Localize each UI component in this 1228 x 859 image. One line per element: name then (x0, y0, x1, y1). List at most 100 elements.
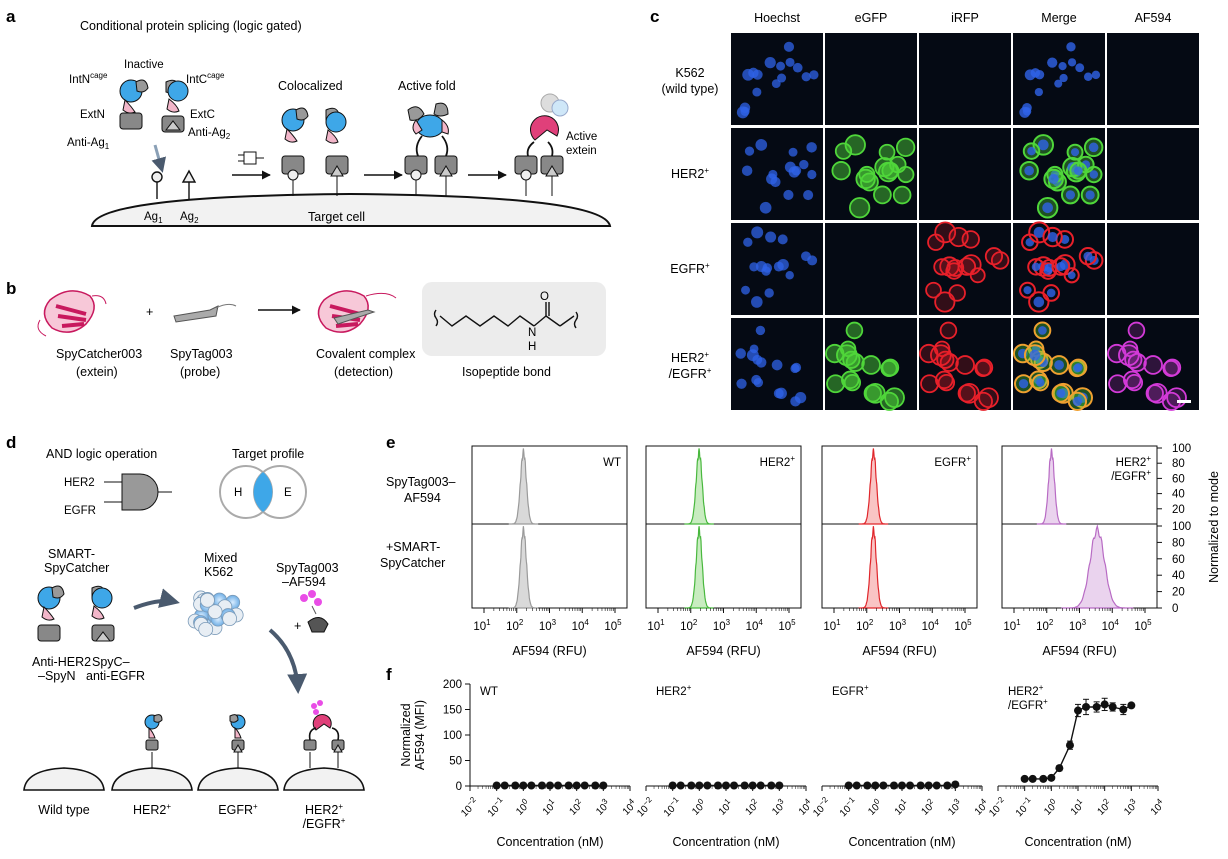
data-point (775, 781, 784, 790)
x-tick-label: 105 (954, 618, 972, 633)
data-point (492, 781, 501, 790)
x-tick-label: 101 (647, 618, 665, 633)
histogram-title-0-line1: WT (603, 457, 621, 469)
column-header-egfp: eGFP (855, 11, 888, 25)
histogram-title-1-line1: HER2+ (760, 454, 796, 469)
x-tick-label: 103 (889, 618, 907, 633)
micrograph-0-merge (1013, 33, 1105, 125)
x-tick-label: 103 (592, 796, 613, 817)
svg-text:Covalent complex: Covalent complex (316, 347, 416, 361)
histogram-col-0: WT 101 102 103 104 105 AF594 (RFU) (471, 445, 628, 658)
data-point (695, 781, 704, 790)
histogram-title-3-line2: /EGFR+ (1111, 468, 1151, 483)
data-point (1108, 702, 1117, 711)
svg-text:Anti-Ag2: Anti-Ag2 (188, 127, 231, 141)
x-tick-label: 102 (565, 796, 586, 817)
y-tick-label: 20 (1172, 504, 1185, 516)
data-point (722, 781, 730, 790)
y-tick-label: 150 (443, 705, 462, 717)
ag1-antigen (151, 171, 163, 183)
data-point (1074, 706, 1082, 715)
micrograph-3-hoechst (731, 318, 823, 410)
k562-cell (207, 604, 223, 620)
histogram-curve-0-0 (508, 448, 539, 525)
histogram-title-2-line1: EGFR+ (934, 454, 971, 469)
construct-n (119, 79, 149, 130)
x-tick-label: 102 (856, 618, 874, 633)
construct-c (161, 79, 189, 133)
histogram-curve-1-1 (684, 526, 714, 609)
plot-frame (821, 445, 978, 609)
cell-1 (111, 714, 193, 791)
svg-text:Ag2: Ag2 (180, 211, 199, 225)
panel-b-label: b (6, 279, 16, 298)
cell-2 (197, 714, 279, 791)
x-tick-label: 10−2 (457, 795, 482, 820)
plot-frame (645, 445, 802, 609)
data-point (844, 781, 853, 790)
svg-text:HER2: HER2 (64, 477, 95, 489)
panel-a: a Conditional protein splicing (logic ga… (6, 7, 612, 227)
micrograph-1-egfp (825, 128, 917, 220)
x-tick-label: 101 (1067, 796, 1088, 817)
micrograph-2-merge (1013, 221, 1105, 315)
k562-cell (222, 611, 237, 627)
data-point (1065, 741, 1074, 750)
svg-text:+: + (294, 619, 301, 633)
dose-title-3-line2: /EGFR+ (1008, 697, 1048, 712)
svg-text:E: E (284, 487, 292, 499)
svg-text:Anti-HER2: Anti-HER2 (32, 655, 91, 669)
data-point (668, 781, 677, 790)
svg-text:SMART-: SMART- (48, 547, 95, 561)
histogram-curve-1-2 (858, 526, 889, 609)
x-axis-label: Concentration (nM) (497, 835, 604, 849)
data-point (599, 781, 608, 790)
histogram-y-axis: 20 40 60 80 100 0 20 40 60 80 100 Normalized to mod… (1157, 443, 1221, 615)
micrograph-1-merge (1013, 128, 1105, 220)
cell-3 (283, 700, 365, 791)
panel-d: d AND logic operation Target profile HER… (6, 433, 365, 831)
data-point (740, 781, 749, 790)
svg-text:Target profile: Target profile (232, 447, 304, 461)
x-tick-label: 101 (1003, 618, 1021, 633)
data-point (730, 781, 739, 790)
x-tick-label: 105 (778, 618, 796, 633)
x-axis-label: AF594 (RFU) (862, 644, 936, 658)
svg-text:–SpyN: –SpyN (38, 669, 76, 683)
isopeptide-structure (433, 302, 579, 329)
extc-label: ExtC (190, 109, 215, 121)
y-tick-label: 50 (449, 756, 462, 768)
x-tick-label: 10−1 (484, 795, 509, 820)
target-cell-shape (90, 192, 612, 227)
x-tick-label: 104 (1147, 796, 1168, 817)
x-tick-label: 10−1 (660, 795, 685, 820)
x-tick-label: 100 (1040, 796, 1061, 817)
x-axis-label: AF594 (RFU) (1042, 644, 1116, 658)
svg-text:Anti-Ag1: Anti-Ag1 (67, 137, 110, 151)
column-header-irfp: iRFP (951, 11, 979, 25)
data-point (564, 781, 573, 790)
panel-a-title: Conditional protein splicing (logic gate… (80, 19, 302, 33)
histogram-curve-1-3 (1061, 523, 1134, 609)
data-point (852, 781, 861, 790)
micrograph-3-af594 (1107, 318, 1199, 411)
micrograph-3-egfp (825, 318, 917, 411)
data-point (1020, 774, 1029, 783)
y-axis-label-1: Normalized (399, 703, 413, 766)
micrograph-0-af594 (1107, 33, 1199, 125)
svg-text:AF594: AF594 (404, 491, 441, 505)
x-tick-label: 10−1 (1012, 795, 1037, 820)
y-axis-label: Normalized to mode (1207, 471, 1221, 583)
data-point (1100, 700, 1109, 709)
x-tick-label: 10−2 (633, 795, 658, 820)
svg-text:+SMART-: +SMART- (386, 540, 440, 554)
data-point (519, 781, 528, 790)
svg-text:IntCcage: IntCcage (186, 71, 225, 86)
row-label-3-line1: HER2+ (671, 350, 709, 365)
x-tick-label: 10−1 (836, 795, 861, 820)
x-tick-label: 102 (506, 618, 524, 633)
panel-b: b + SpyCatcher003 (extein) SpyTag003 (pr… (6, 279, 606, 379)
data-point (676, 781, 685, 790)
